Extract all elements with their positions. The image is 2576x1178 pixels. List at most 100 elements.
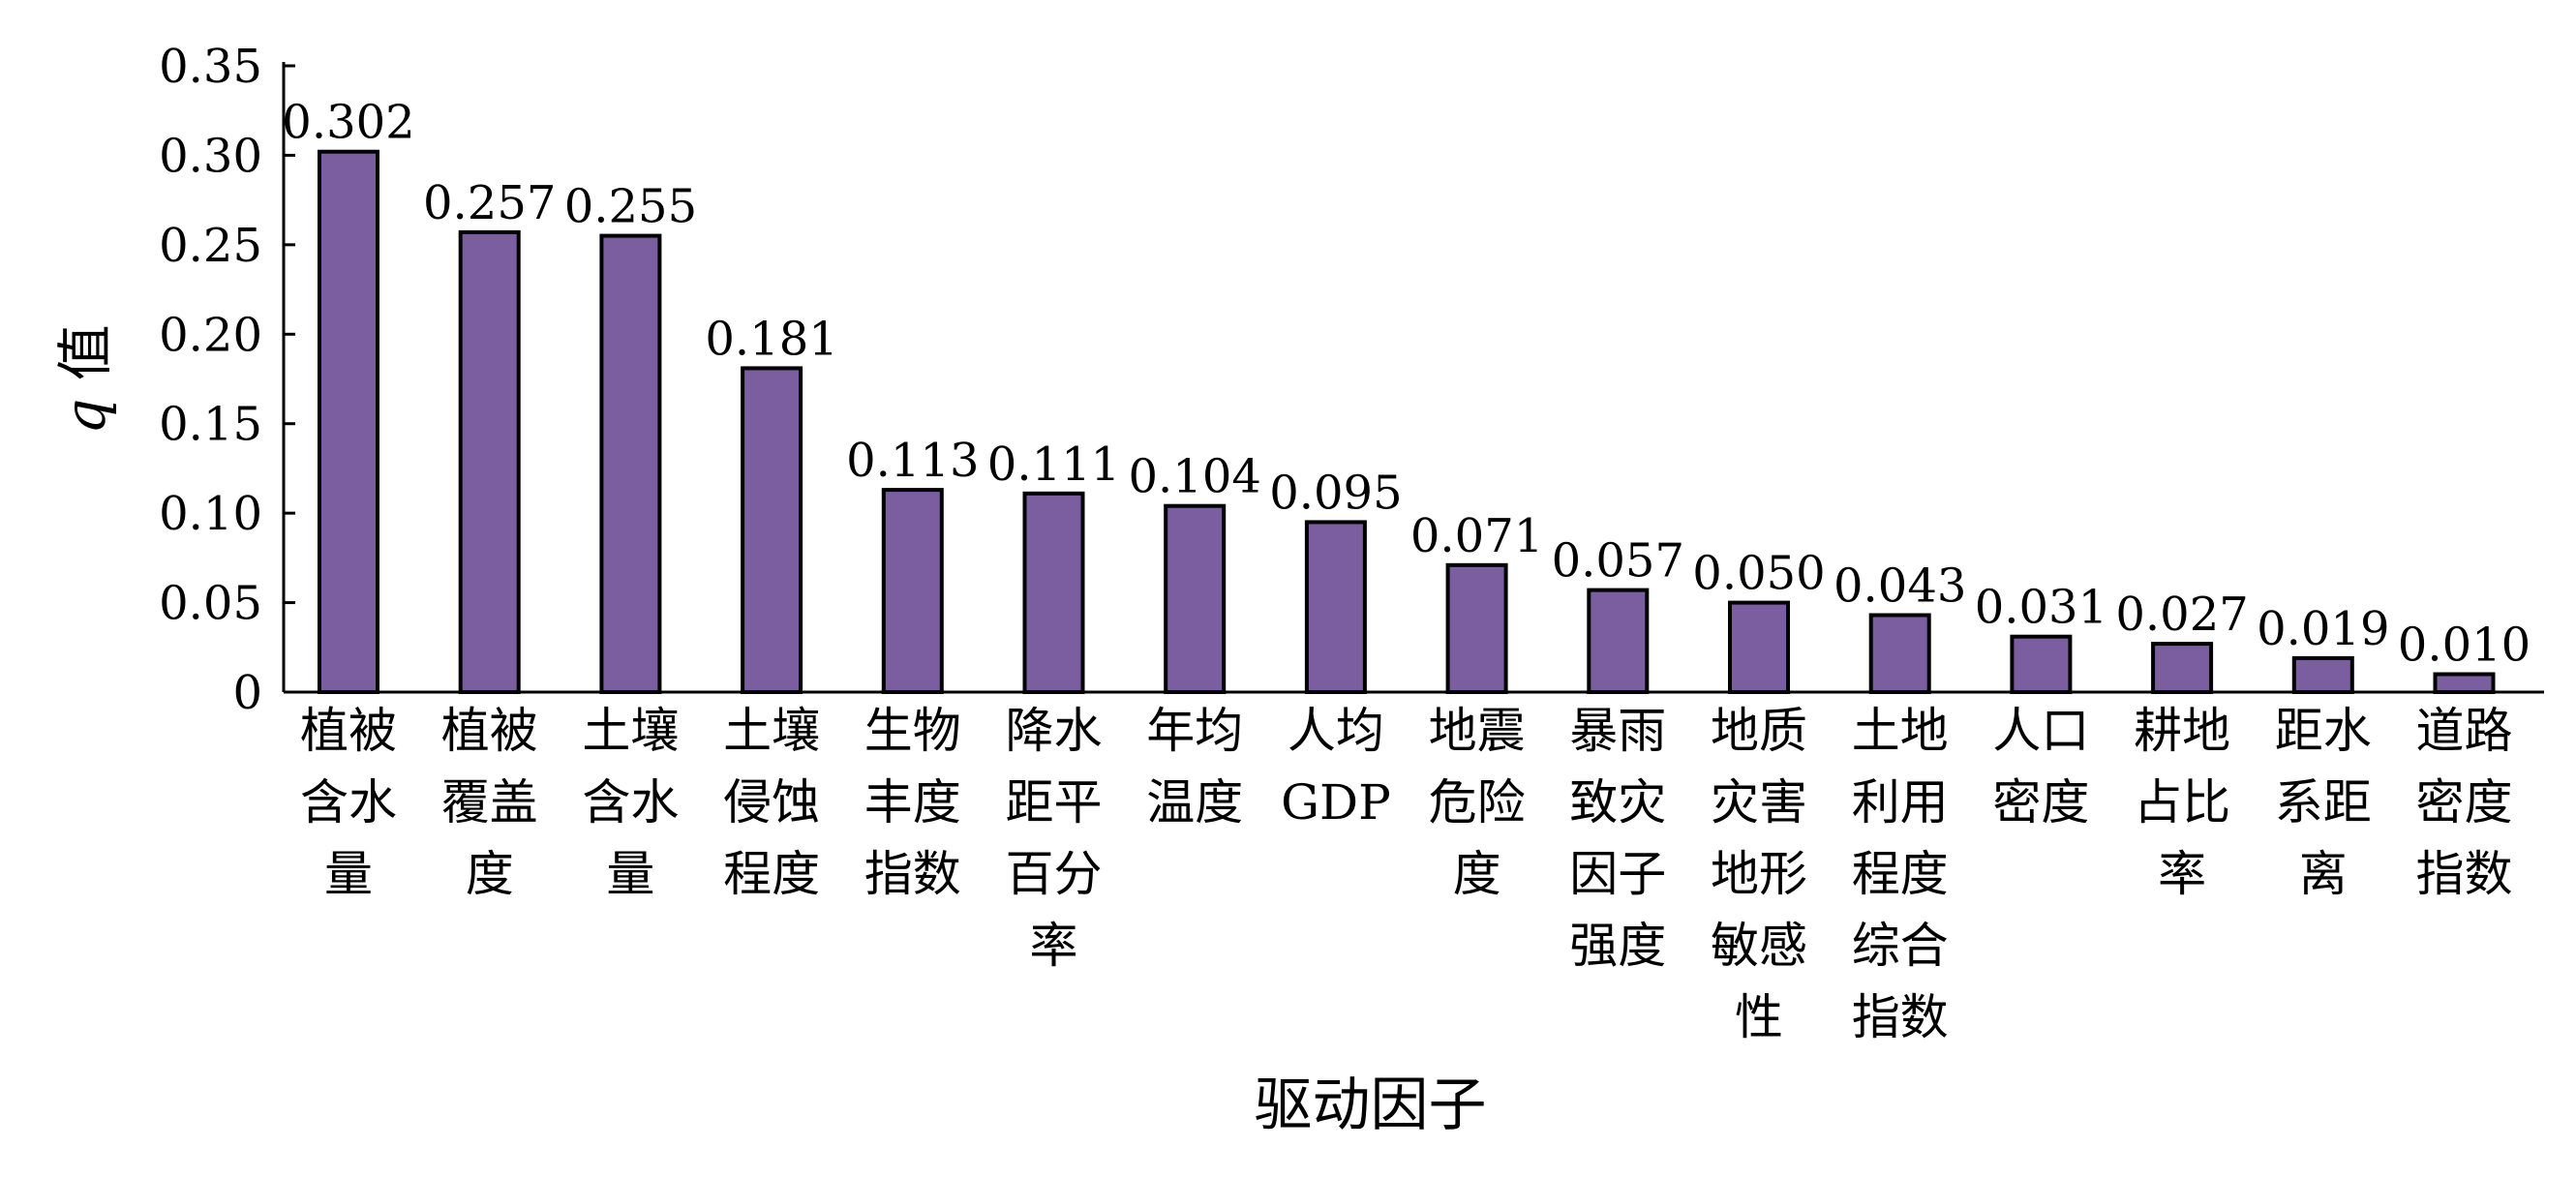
- data-label: 0.257: [423, 176, 556, 230]
- x-tick-label-line: 丰度: [864, 774, 961, 831]
- y-axis-title-rest: 值: [52, 324, 118, 380]
- y-tick-label: 0: [232, 666, 262, 720]
- x-tick-label-line: 敏感: [1711, 918, 1807, 974]
- x-tick-label-line: 生物: [864, 703, 961, 759]
- x-tick-label-line: 指数: [864, 846, 961, 902]
- x-tick-label-line: 地质: [1711, 703, 1807, 759]
- x-tick-label-line: 离: [2299, 846, 2348, 902]
- x-tick-label-line: 程度: [1852, 846, 1949, 902]
- x-tick-label-line: 降水: [1006, 703, 1103, 759]
- data-label: 0.111: [987, 438, 1120, 492]
- x-tick-label-line: 含水: [582, 774, 679, 831]
- y-axis-title-q: q: [52, 380, 118, 435]
- bar: [881, 488, 944, 694]
- x-tick-label-line: 耕地: [2134, 703, 2230, 759]
- x-tick-label-line: 利用: [1852, 774, 1949, 831]
- x-tick-label-line: 密度: [1992, 774, 2089, 831]
- x-tick-label-line: 度: [466, 846, 514, 902]
- x-tick-label-line: GDP: [1281, 774, 1391, 831]
- data-label: 0.031: [1975, 581, 2107, 635]
- data-label: 0.113: [846, 434, 979, 488]
- data-label: 0.255: [564, 180, 697, 234]
- bar: [1868, 613, 1931, 694]
- x-tick-label-line: 危险: [1429, 774, 1526, 831]
- x-tick-label-line: 侵蚀: [723, 774, 820, 831]
- bars-layer: [318, 149, 2496, 695]
- x-axis-title: 驱动因子: [1255, 1072, 1487, 1139]
- bar: [1445, 562, 1508, 694]
- bar: [741, 366, 803, 694]
- bar: [1728, 600, 1790, 694]
- x-tick-label-line: 强度: [1569, 918, 1666, 974]
- x-tick-label-line: 百分: [1006, 846, 1103, 902]
- x-tick-label-line: 性: [1735, 989, 1783, 1045]
- x-tick-label-line: 密度: [2416, 774, 2513, 831]
- y-tick-label: 0.05: [159, 577, 262, 631]
- data-label: 0.057: [1552, 534, 1684, 589]
- x-tick-label-line: 距平: [1006, 774, 1103, 831]
- x-tick-label-line: 人口: [1992, 703, 2089, 759]
- x-tick-label-line: 指数: [2416, 846, 2513, 902]
- x-tick-label-line: 温度: [1146, 774, 1243, 831]
- x-tick-label-line: 年均: [1146, 703, 1243, 759]
- x-tick-label-line: 暴雨: [1569, 703, 1666, 759]
- bar: [2291, 655, 2354, 695]
- data-label: 0.302: [282, 96, 414, 150]
- x-tick-label-line: 距水: [2275, 703, 2372, 759]
- bar: [1304, 520, 1367, 695]
- x-tick-label-line: 植被: [300, 703, 397, 759]
- data-label: 0.050: [1692, 547, 1825, 601]
- y-tick-label: 0.35: [159, 40, 262, 94]
- bar: [2433, 672, 2496, 694]
- data-label: 0.027: [2115, 588, 2248, 642]
- data-label: 0.095: [1269, 466, 1402, 520]
- y-tick-label: 0.25: [159, 219, 262, 273]
- bar: [2010, 634, 2073, 695]
- x-tick-label-line: 率: [1030, 918, 1078, 974]
- x-tick-label-line: 土壤: [723, 703, 820, 759]
- x-tick-label-line: 率: [2158, 846, 2206, 902]
- x-tick-label-line: 程度: [723, 846, 820, 902]
- x-tick-label: 人均 GDP: [1281, 703, 1391, 831]
- x-tick-label-line: 土地: [1852, 703, 1949, 759]
- axes-layer: [282, 62, 2544, 694]
- bar: [458, 229, 521, 694]
- x-tick-label-line: 度: [1453, 846, 1501, 902]
- x-tick-label-line: 含水: [300, 774, 397, 831]
- x-tick-label-line: 因子: [1569, 846, 1666, 902]
- data-label: 0.010: [2398, 619, 2531, 673]
- bar: [599, 233, 662, 694]
- x-tick-label-line: 系距: [2275, 774, 2372, 831]
- x-tick-label-line: 植被: [441, 703, 538, 759]
- bar: [1587, 588, 1650, 694]
- x-tick-label-line: 道路: [2416, 703, 2513, 759]
- x-tick-label-line: 致灾: [1569, 774, 1666, 831]
- data-label: 0.104: [1128, 450, 1260, 504]
- x-tick-label-line: 量: [324, 846, 373, 902]
- x-tick-label-line: 地震: [1429, 703, 1526, 759]
- bar: [1022, 491, 1085, 694]
- y-tick-label: 0.15: [159, 398, 262, 452]
- y-tick-label: 0.10: [159, 487, 262, 541]
- x-tick-label-line: 土壤: [582, 703, 679, 759]
- x-tick-label-line: 灾害: [1711, 774, 1807, 831]
- data-label: 0.181: [705, 312, 837, 366]
- x-tick-label-line: 量: [606, 846, 654, 902]
- y-tick-label: 0.20: [159, 308, 262, 362]
- x-tick-label-line: 地形: [1711, 846, 1807, 902]
